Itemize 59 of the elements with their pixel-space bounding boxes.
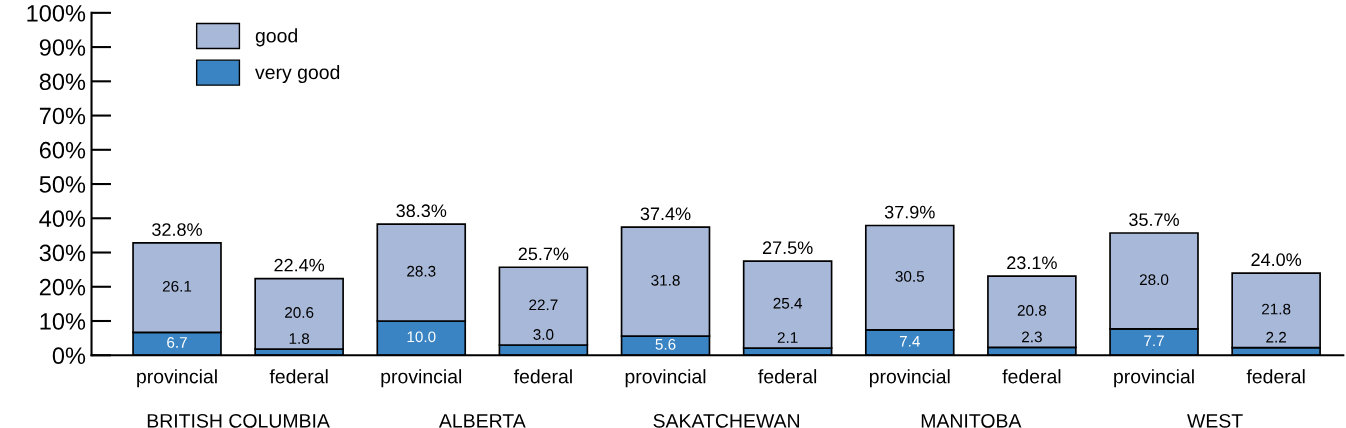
data-label: 31.8 bbox=[651, 274, 680, 286]
y-tick-label: 0% bbox=[52, 347, 86, 365]
bar bbox=[254, 277, 344, 350]
y-tick-label: 60% bbox=[39, 141, 86, 159]
total-label: 37.4% bbox=[640, 207, 691, 221]
data-label: 7.7 bbox=[1144, 335, 1164, 347]
x-tick-label: provincial bbox=[625, 369, 706, 388]
y-tick-label: 90% bbox=[39, 39, 86, 56]
data-label: 2.2 bbox=[1266, 331, 1286, 343]
data-label: 28.0 bbox=[1139, 274, 1169, 286]
data-label: 25.4 bbox=[773, 297, 803, 309]
x-tick-label: provincial bbox=[137, 369, 217, 388]
text: SAKATCHEWAN bbox=[653, 413, 799, 428]
y-tick-label: 20% bbox=[39, 278, 86, 296]
text: ALBERTA bbox=[438, 414, 526, 428]
total-label: 22.4% bbox=[274, 258, 325, 272]
data-label: 1.8 bbox=[289, 333, 310, 344]
x-tick-label: provincial bbox=[869, 369, 950, 388]
data-label: 28.3 bbox=[407, 265, 436, 277]
data-label: 21.8 bbox=[1262, 303, 1291, 315]
data-label: 6.7 bbox=[167, 337, 187, 348]
y-tick-label: 50% bbox=[39, 176, 86, 193]
data-label: 3.0 bbox=[533, 329, 554, 340]
y-tick-label: 30% bbox=[39, 244, 86, 262]
data-label: 5.6 bbox=[655, 338, 676, 350]
x-tick-label: federal bbox=[1246, 369, 1305, 384]
data-label: 20.8 bbox=[1017, 305, 1047, 316]
data-label: 7.4 bbox=[899, 336, 920, 347]
data-label: 30.5 bbox=[895, 270, 924, 282]
total-label: 25.7% bbox=[518, 247, 569, 261]
x-tick-label: provincial bbox=[381, 369, 462, 388]
text: BRITISH COLUMBIA bbox=[147, 413, 330, 428]
y-tick-label: 70% bbox=[39, 107, 86, 125]
legend-label: very good bbox=[255, 64, 340, 84]
total-label: 37.9% bbox=[884, 205, 935, 219]
data-label: 2.1 bbox=[777, 332, 798, 343]
x-tick-label: federal bbox=[513, 369, 572, 384]
text: WEST bbox=[1187, 413, 1243, 428]
text: MANITOBA bbox=[921, 413, 1022, 428]
data-label: 20.6 bbox=[285, 307, 314, 318]
total-label: 23.1% bbox=[1007, 256, 1057, 270]
legend-label: good bbox=[255, 28, 297, 47]
total-label: 35.7% bbox=[1129, 213, 1179, 227]
data-label: 2.3 bbox=[1022, 331, 1042, 343]
data-label: 10.0 bbox=[407, 331, 436, 343]
y-tick-label: 40% bbox=[39, 210, 86, 228]
y-tick-label: 10% bbox=[40, 313, 86, 330]
x-tick-label: provincial bbox=[1114, 369, 1194, 388]
x-tick-label: federal bbox=[1002, 369, 1061, 384]
y-tick-label: 100% bbox=[27, 4, 86, 22]
total-label: 38.3% bbox=[396, 204, 447, 218]
total-label: 24.0% bbox=[1251, 253, 1302, 267]
total-label: 32.8% bbox=[152, 223, 202, 236]
x-tick-label: federal bbox=[269, 369, 328, 384]
y-tick-label: 80% bbox=[39, 73, 86, 91]
x-tick-label: federal bbox=[758, 369, 817, 384]
data-label: 26.1 bbox=[162, 280, 192, 292]
total-label: 27.5% bbox=[762, 241, 813, 255]
data-label: 22.7 bbox=[529, 299, 558, 311]
